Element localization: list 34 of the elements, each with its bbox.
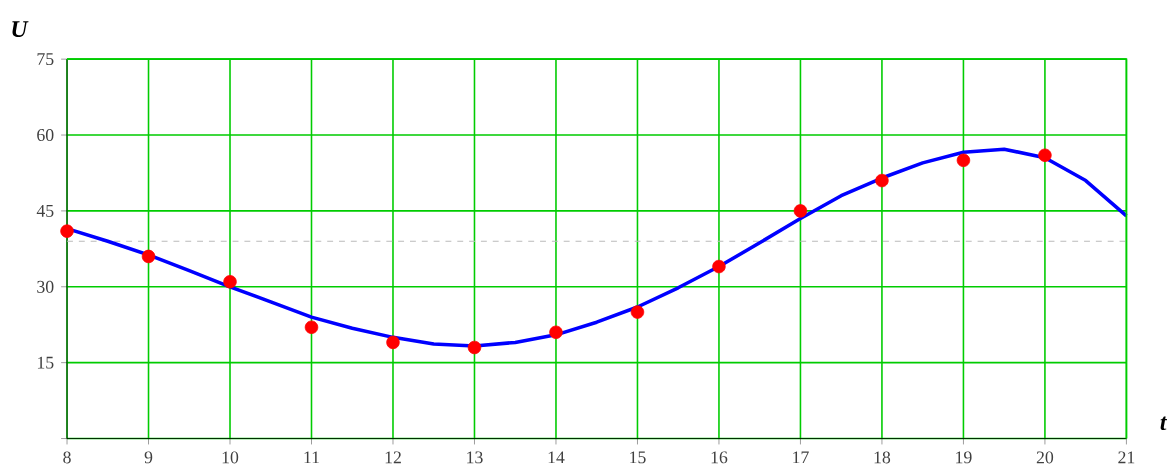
x-tick-label: 17 [793,451,809,464]
point [875,173,889,188]
y-axis-title: U [12,21,29,38]
y-tick-label: 75 [37,53,54,66]
point [712,259,726,274]
point [793,204,808,218]
x-tick-label: 8 [63,451,71,464]
x-tick-label: 11 [304,451,319,464]
point [1038,148,1052,162]
x-tick-label: 18 [874,451,891,464]
point [386,335,400,350]
point [630,305,645,319]
y-tick-label: 30 [37,280,54,293]
x-tick-label: 20 [1036,451,1054,464]
point [549,325,563,340]
point [956,153,971,168]
y-tick-label: 60 [37,129,54,142]
x-tick-label: 13 [467,451,483,464]
y-tick-label: 15 [37,356,54,369]
x-tick-label: 16 [711,451,728,464]
point [467,340,482,355]
x-tick-label: 10 [222,451,239,464]
point [304,320,319,334]
x-tick-label: 14 [548,451,565,464]
point [141,249,156,264]
point [60,224,74,238]
x-tick-label: 21 [1118,451,1135,464]
point [223,275,237,289]
x-tick-label: 12 [385,451,401,464]
x-tick-label: 15 [630,451,646,464]
x-tick-label: 19 [956,451,972,464]
x-axis-title: t [1160,416,1168,431]
x-tick-label: 9 [144,451,153,464]
y-tick-label: 45 [36,204,54,217]
